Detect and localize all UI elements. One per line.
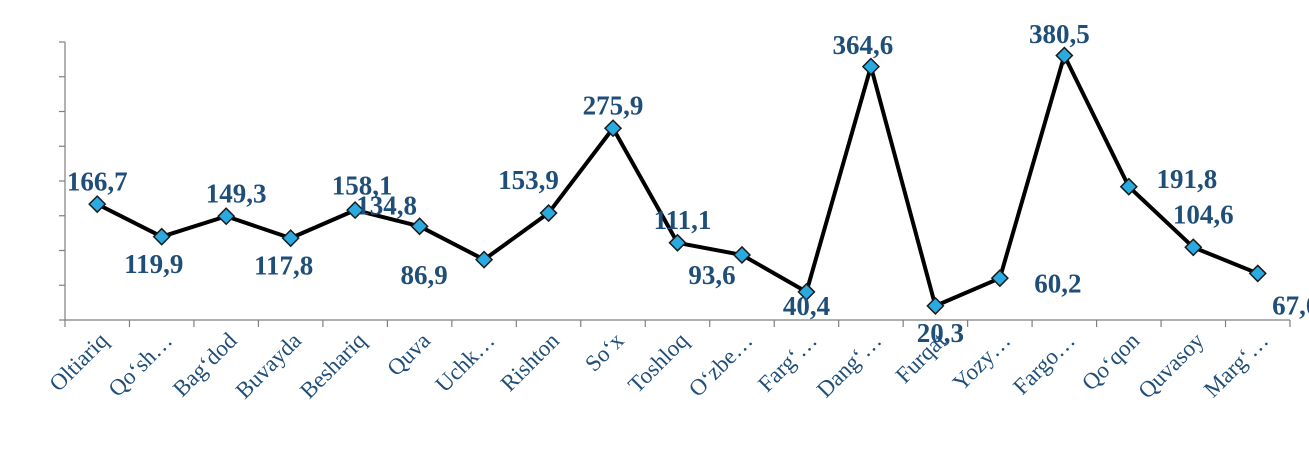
data-label: 166,7 <box>67 166 128 196</box>
data-point-marker <box>410 217 429 236</box>
data-label: 40,4 <box>783 291 830 321</box>
data-point-marker <box>1119 177 1138 196</box>
data-label: 93,6 <box>688 260 735 290</box>
data-label: 364,6 <box>833 30 894 60</box>
data-point-marker <box>668 233 687 252</box>
data-label: 275,9 <box>583 90 644 120</box>
data-point-marker <box>346 201 365 220</box>
category-label: Qo‘sh… <box>104 328 178 402</box>
data-point-marker <box>475 250 494 269</box>
category-label: Marg‘… <box>1199 328 1273 402</box>
category-label: Toshloq <box>623 328 693 398</box>
data-point-marker <box>990 269 1009 288</box>
data-point-marker <box>603 119 623 138</box>
category-label: Quvasoy <box>1133 328 1209 404</box>
data-point-marker <box>1184 238 1203 257</box>
data-label: 158,1 <box>332 170 393 200</box>
data-point-marker <box>152 227 171 246</box>
category-label: Uchk… <box>430 328 499 397</box>
category-label: Bag‘dod <box>168 328 242 402</box>
data-point-marker <box>926 296 945 315</box>
axes <box>59 41 1291 327</box>
data-point-marker <box>861 57 880 76</box>
data-point-marker <box>732 245 752 265</box>
category-label: Farg‘… <box>753 328 822 397</box>
data-point-marker <box>1248 264 1267 283</box>
category-label: Buvayda <box>231 328 306 403</box>
category-label: Fargo… <box>1008 328 1080 400</box>
data-point-marker <box>539 203 558 223</box>
category-label: Quva <box>382 328 435 381</box>
data-label: 20,3 <box>917 318 964 348</box>
data-label: 67,0 <box>1272 291 1309 321</box>
data-label: 153,9 <box>498 165 559 195</box>
data-point-marker <box>281 229 300 248</box>
series <box>88 46 1267 315</box>
data-label: 149,3 <box>206 178 267 208</box>
data-point-marker <box>1055 46 1074 65</box>
category-label: Oltiariq <box>45 328 114 397</box>
category-label: Rishton <box>496 328 565 397</box>
data-label: 104,6 <box>1173 200 1234 230</box>
data-label: 60,2 <box>1034 268 1081 298</box>
category-label: O‘zbe… <box>684 328 758 402</box>
data-label: 117,8 <box>254 250 313 280</box>
data-point-marker <box>797 282 816 301</box>
data-label: 191,8 <box>1156 164 1217 194</box>
category-label: Beshariq <box>295 328 371 404</box>
data-label: 134,8 <box>356 191 417 221</box>
data-point-marker <box>217 207 236 226</box>
data-label: 119,9 <box>124 249 183 279</box>
data-label: 86,9 <box>400 260 447 290</box>
category-label: So‘x <box>580 328 629 377</box>
data-label: 111,1 <box>654 205 712 235</box>
data-point-marker <box>88 195 107 214</box>
data-label: 380,5 <box>1029 19 1090 49</box>
category-label: Dang‘… <box>812 328 887 403</box>
